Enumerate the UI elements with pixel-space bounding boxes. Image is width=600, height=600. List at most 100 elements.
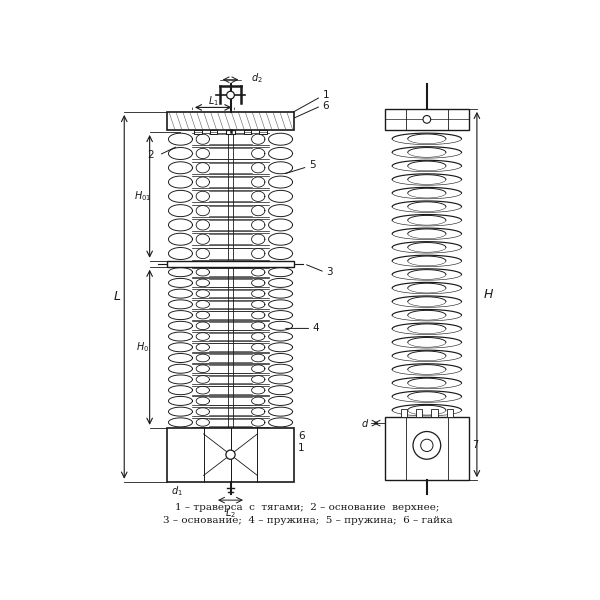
Polygon shape xyxy=(169,322,193,331)
Circle shape xyxy=(421,439,433,452)
Text: 2: 2 xyxy=(147,150,154,160)
Polygon shape xyxy=(251,397,265,405)
Polygon shape xyxy=(196,206,209,216)
Polygon shape xyxy=(196,311,209,319)
Polygon shape xyxy=(251,279,265,287)
Polygon shape xyxy=(269,311,293,320)
Polygon shape xyxy=(196,220,209,230)
Polygon shape xyxy=(169,248,193,259)
Polygon shape xyxy=(196,234,209,244)
Bar xyxy=(167,428,294,482)
Text: 6: 6 xyxy=(298,431,305,441)
Polygon shape xyxy=(269,397,293,406)
Polygon shape xyxy=(169,133,193,145)
Text: L: L xyxy=(114,290,121,304)
Text: H: H xyxy=(484,288,493,301)
Polygon shape xyxy=(196,354,209,362)
Polygon shape xyxy=(169,386,193,395)
Polygon shape xyxy=(196,419,209,426)
Text: $H_{01}$: $H_{01}$ xyxy=(134,190,151,203)
Polygon shape xyxy=(169,205,193,217)
Polygon shape xyxy=(251,163,265,173)
Polygon shape xyxy=(251,148,265,158)
Bar xyxy=(226,130,235,134)
Bar xyxy=(194,130,202,134)
Polygon shape xyxy=(196,386,209,394)
Polygon shape xyxy=(169,278,193,287)
Bar xyxy=(259,130,266,134)
Bar xyxy=(167,112,294,130)
Bar xyxy=(385,417,469,480)
Bar xyxy=(244,130,251,134)
Text: 7: 7 xyxy=(472,440,479,450)
Polygon shape xyxy=(269,205,293,217)
Polygon shape xyxy=(269,133,293,145)
Polygon shape xyxy=(196,268,209,276)
Polygon shape xyxy=(251,234,265,244)
Polygon shape xyxy=(196,343,209,351)
Bar xyxy=(385,109,469,130)
Text: $H_0$: $H_0$ xyxy=(136,340,149,354)
Polygon shape xyxy=(196,279,209,287)
Polygon shape xyxy=(251,206,265,216)
Text: $d_2$: $d_2$ xyxy=(251,71,262,85)
Polygon shape xyxy=(251,311,265,319)
Polygon shape xyxy=(251,290,265,298)
Polygon shape xyxy=(269,219,293,231)
Text: 1 – траверса  с  тягами;  2 – основание  верхнее;: 1 – траверса с тягами; 2 – основание вер… xyxy=(175,503,440,512)
Polygon shape xyxy=(196,376,209,383)
Polygon shape xyxy=(169,418,193,427)
Text: 5: 5 xyxy=(309,160,316,170)
Text: 3: 3 xyxy=(326,267,333,277)
Polygon shape xyxy=(251,177,265,187)
Polygon shape xyxy=(169,289,193,298)
Polygon shape xyxy=(196,290,209,298)
Polygon shape xyxy=(196,134,209,144)
Polygon shape xyxy=(269,278,293,287)
Polygon shape xyxy=(269,418,293,427)
Polygon shape xyxy=(196,163,209,173)
Circle shape xyxy=(413,431,441,459)
Polygon shape xyxy=(196,191,209,202)
Text: 3 – основание;  4 – пружина;  5 – пружина;  6 – гайка: 3 – основание; 4 – пружина; 5 – пружина;… xyxy=(163,515,452,524)
Polygon shape xyxy=(269,343,293,352)
Polygon shape xyxy=(169,219,193,231)
Circle shape xyxy=(227,91,235,99)
Polygon shape xyxy=(251,134,265,144)
Polygon shape xyxy=(196,177,209,187)
Polygon shape xyxy=(269,268,293,277)
Bar xyxy=(416,409,422,417)
Polygon shape xyxy=(269,386,293,395)
Text: $d_1$: $d_1$ xyxy=(171,484,182,498)
Text: $L_2$: $L_2$ xyxy=(225,506,236,520)
Polygon shape xyxy=(269,300,293,309)
Text: 4: 4 xyxy=(313,323,320,334)
Text: $d$: $d$ xyxy=(361,417,369,429)
Circle shape xyxy=(423,116,431,123)
Polygon shape xyxy=(269,332,293,341)
Polygon shape xyxy=(196,148,209,158)
Polygon shape xyxy=(169,190,193,202)
Polygon shape xyxy=(251,343,265,351)
Polygon shape xyxy=(269,190,293,202)
Polygon shape xyxy=(196,301,209,308)
Polygon shape xyxy=(196,322,209,329)
Polygon shape xyxy=(251,419,265,426)
Bar xyxy=(401,409,407,417)
Polygon shape xyxy=(251,248,265,259)
Text: 6: 6 xyxy=(323,101,329,111)
Polygon shape xyxy=(169,233,193,245)
Polygon shape xyxy=(251,408,265,415)
Polygon shape xyxy=(251,333,265,340)
Polygon shape xyxy=(169,364,193,373)
Polygon shape xyxy=(269,289,293,298)
Bar xyxy=(210,130,217,134)
Polygon shape xyxy=(269,233,293,245)
Polygon shape xyxy=(169,176,193,188)
Polygon shape xyxy=(251,322,265,329)
Text: 1: 1 xyxy=(298,443,305,453)
Polygon shape xyxy=(169,162,193,174)
Polygon shape xyxy=(196,248,209,259)
Polygon shape xyxy=(251,365,265,373)
Polygon shape xyxy=(169,148,193,160)
